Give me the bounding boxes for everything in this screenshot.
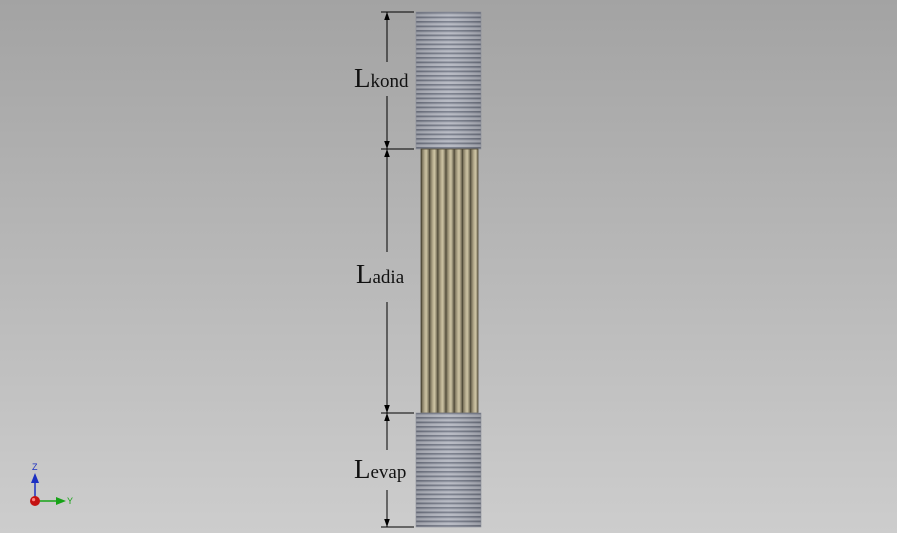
arrowhead-icon [384, 405, 390, 413]
z-axis-arrow-icon [31, 473, 39, 483]
arrowhead-icon [384, 12, 390, 20]
condenser-section[interactable] [415, 11, 482, 150]
x-axis-origin-icon [30, 496, 40, 506]
y-axis-label: Y [67, 496, 73, 506]
evaporator-section[interactable] [415, 412, 482, 528]
z-axis-label: Z [32, 462, 38, 472]
adiabatic-section[interactable] [420, 148, 479, 414]
arrowhead-icon [384, 141, 390, 149]
label-evaporator-length: Levap [354, 454, 406, 484]
y-axis-arrow-icon [56, 497, 66, 505]
dimension-arrowheads [384, 12, 390, 527]
label-condenser-length: Lkond [354, 63, 409, 93]
arrowhead-icon [384, 149, 390, 157]
label-adiabatic-length: Ladia [356, 259, 405, 289]
arrowhead-icon [384, 413, 390, 421]
arrowhead-icon [384, 519, 390, 527]
x-axis-origin-highlight [31, 498, 36, 502]
heat-pipe-model[interactable] [415, 11, 482, 528]
coordinate-triad[interactable]: Z Y [30, 462, 73, 506]
